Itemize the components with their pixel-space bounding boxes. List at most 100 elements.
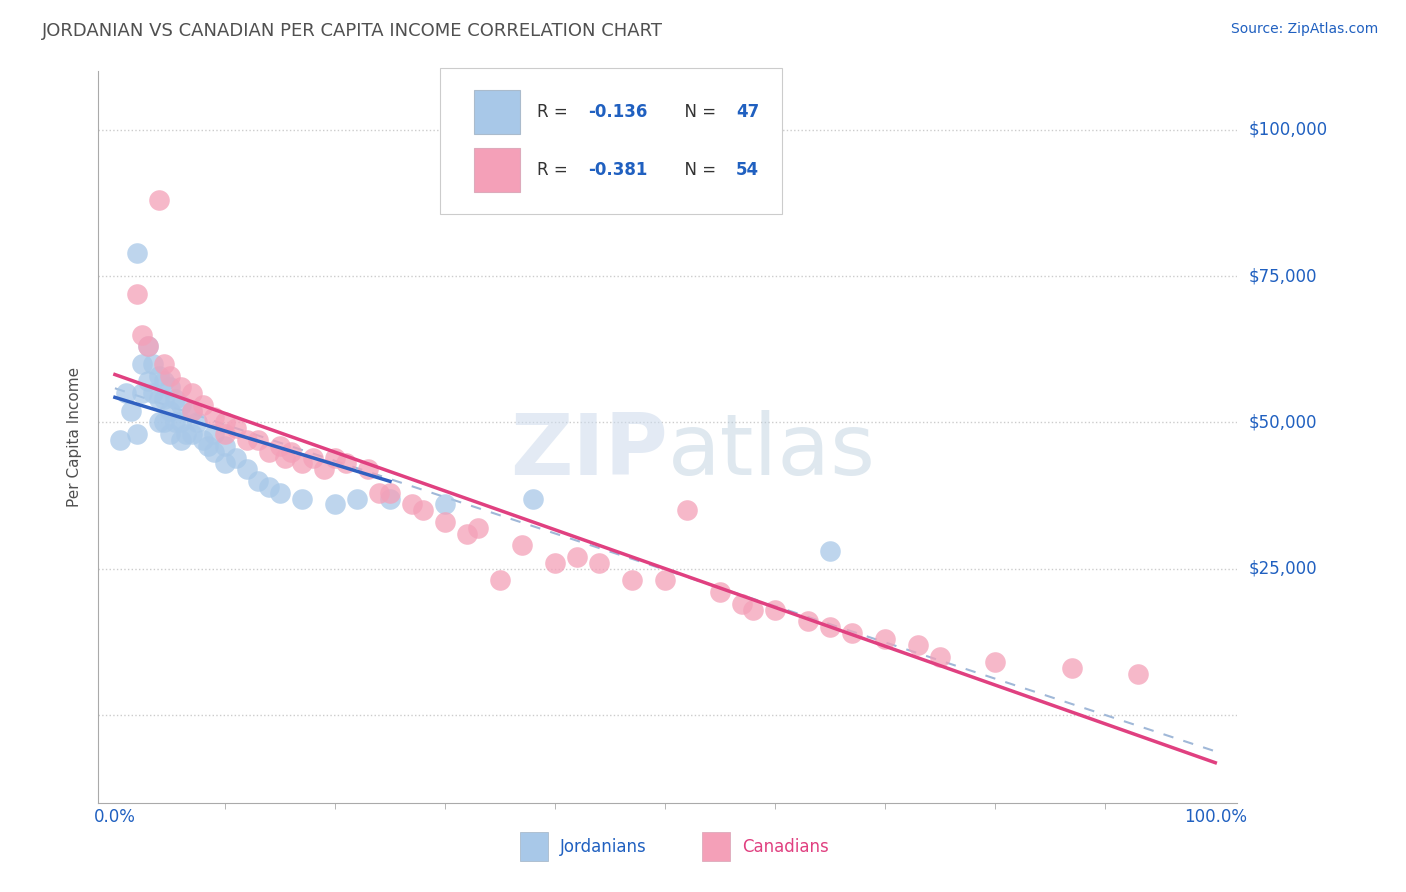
Point — [456, 526, 478, 541]
Point — [236, 462, 259, 476]
Text: atlas: atlas — [668, 410, 876, 493]
Text: ZIP: ZIP — [510, 410, 668, 493]
Point — [291, 457, 314, 471]
Point — [202, 444, 225, 458]
Point — [197, 439, 219, 453]
Point — [148, 416, 170, 430]
Point — [984, 656, 1007, 670]
Point — [246, 433, 269, 447]
Point — [818, 620, 841, 634]
Text: N =: N = — [673, 161, 721, 179]
Point — [142, 386, 165, 401]
Point — [125, 245, 148, 260]
Point — [186, 416, 208, 430]
Point — [153, 357, 176, 371]
Point — [153, 375, 176, 389]
Text: JORDANIAN VS CANADIAN PER CAPITA INCOME CORRELATION CHART: JORDANIAN VS CANADIAN PER CAPITA INCOME … — [42, 22, 664, 40]
Point — [131, 327, 153, 342]
Point — [357, 462, 380, 476]
Point — [165, 392, 187, 406]
Point — [709, 585, 731, 599]
Point — [312, 462, 335, 476]
Point — [797, 615, 820, 629]
Point — [378, 491, 401, 506]
Point — [181, 403, 204, 417]
FancyBboxPatch shape — [474, 148, 520, 192]
Point — [302, 450, 325, 465]
Point — [181, 427, 204, 442]
Point — [401, 497, 423, 511]
FancyBboxPatch shape — [440, 68, 782, 214]
Text: Jordanians: Jordanians — [560, 838, 647, 855]
Text: -0.381: -0.381 — [588, 161, 648, 179]
Point — [153, 416, 176, 430]
Point — [269, 439, 291, 453]
Point — [136, 339, 159, 353]
Point — [148, 392, 170, 406]
Point — [731, 597, 754, 611]
Point — [125, 286, 148, 301]
Point — [907, 638, 929, 652]
Point — [202, 427, 225, 442]
Point — [236, 433, 259, 447]
FancyBboxPatch shape — [520, 832, 548, 862]
Text: Source: ZipAtlas.com: Source: ZipAtlas.com — [1230, 22, 1378, 37]
Point — [257, 444, 280, 458]
Point — [136, 339, 159, 353]
Point — [214, 439, 236, 453]
Point — [378, 485, 401, 500]
FancyBboxPatch shape — [702, 832, 731, 862]
Text: $50,000: $50,000 — [1249, 414, 1317, 432]
Text: $75,000: $75,000 — [1249, 268, 1317, 285]
Point — [335, 457, 357, 471]
Text: R =: R = — [537, 103, 572, 120]
Point — [875, 632, 897, 646]
Point — [159, 427, 181, 442]
Point — [170, 433, 193, 447]
Point — [323, 497, 346, 511]
Point — [510, 538, 533, 552]
Point — [588, 556, 610, 570]
Point — [742, 603, 765, 617]
Text: Canadians: Canadians — [742, 838, 828, 855]
Point — [115, 386, 138, 401]
Text: $25,000: $25,000 — [1249, 560, 1317, 578]
Point — [181, 403, 204, 417]
Point — [120, 403, 142, 417]
Text: 47: 47 — [737, 103, 759, 120]
Point — [522, 491, 544, 506]
Point — [763, 603, 786, 617]
Point — [818, 544, 841, 558]
Point — [654, 574, 676, 588]
Y-axis label: Per Capita Income: Per Capita Income — [67, 367, 83, 508]
Point — [131, 357, 153, 371]
Point — [131, 386, 153, 401]
Point — [159, 403, 181, 417]
Point — [621, 574, 644, 588]
Point — [280, 444, 302, 458]
Point — [170, 416, 193, 430]
Point — [257, 480, 280, 494]
Point — [346, 491, 368, 506]
Point — [323, 450, 346, 465]
Point — [136, 375, 159, 389]
Point — [214, 427, 236, 442]
Point — [544, 556, 567, 570]
Text: N =: N = — [673, 103, 721, 120]
Point — [159, 380, 181, 394]
Point — [676, 503, 699, 517]
Point — [368, 485, 391, 500]
Point — [148, 368, 170, 383]
Point — [191, 433, 214, 447]
Point — [176, 427, 198, 442]
Point — [291, 491, 314, 506]
Point — [269, 485, 291, 500]
Point — [434, 497, 457, 511]
Text: $100,000: $100,000 — [1249, 121, 1327, 139]
Point — [225, 421, 247, 435]
Point — [929, 649, 952, 664]
Point — [170, 398, 193, 412]
Point — [214, 457, 236, 471]
Point — [1128, 667, 1150, 681]
Point — [202, 409, 225, 424]
